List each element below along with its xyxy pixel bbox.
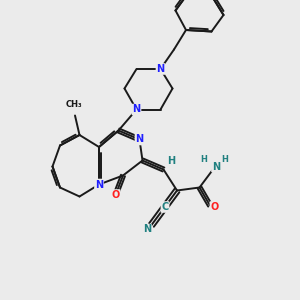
Text: O: O xyxy=(111,190,120,200)
Text: N: N xyxy=(95,179,103,190)
Text: C: C xyxy=(161,202,169,212)
Text: CH₃: CH₃ xyxy=(65,100,82,109)
Text: H: H xyxy=(222,154,228,164)
Text: N: N xyxy=(132,104,141,115)
Text: N: N xyxy=(212,161,220,172)
Text: N: N xyxy=(143,224,151,235)
Text: O: O xyxy=(210,202,219,212)
Text: H: H xyxy=(201,154,207,164)
Text: N: N xyxy=(135,134,144,145)
Text: H: H xyxy=(167,155,175,166)
Text: N: N xyxy=(156,64,165,74)
